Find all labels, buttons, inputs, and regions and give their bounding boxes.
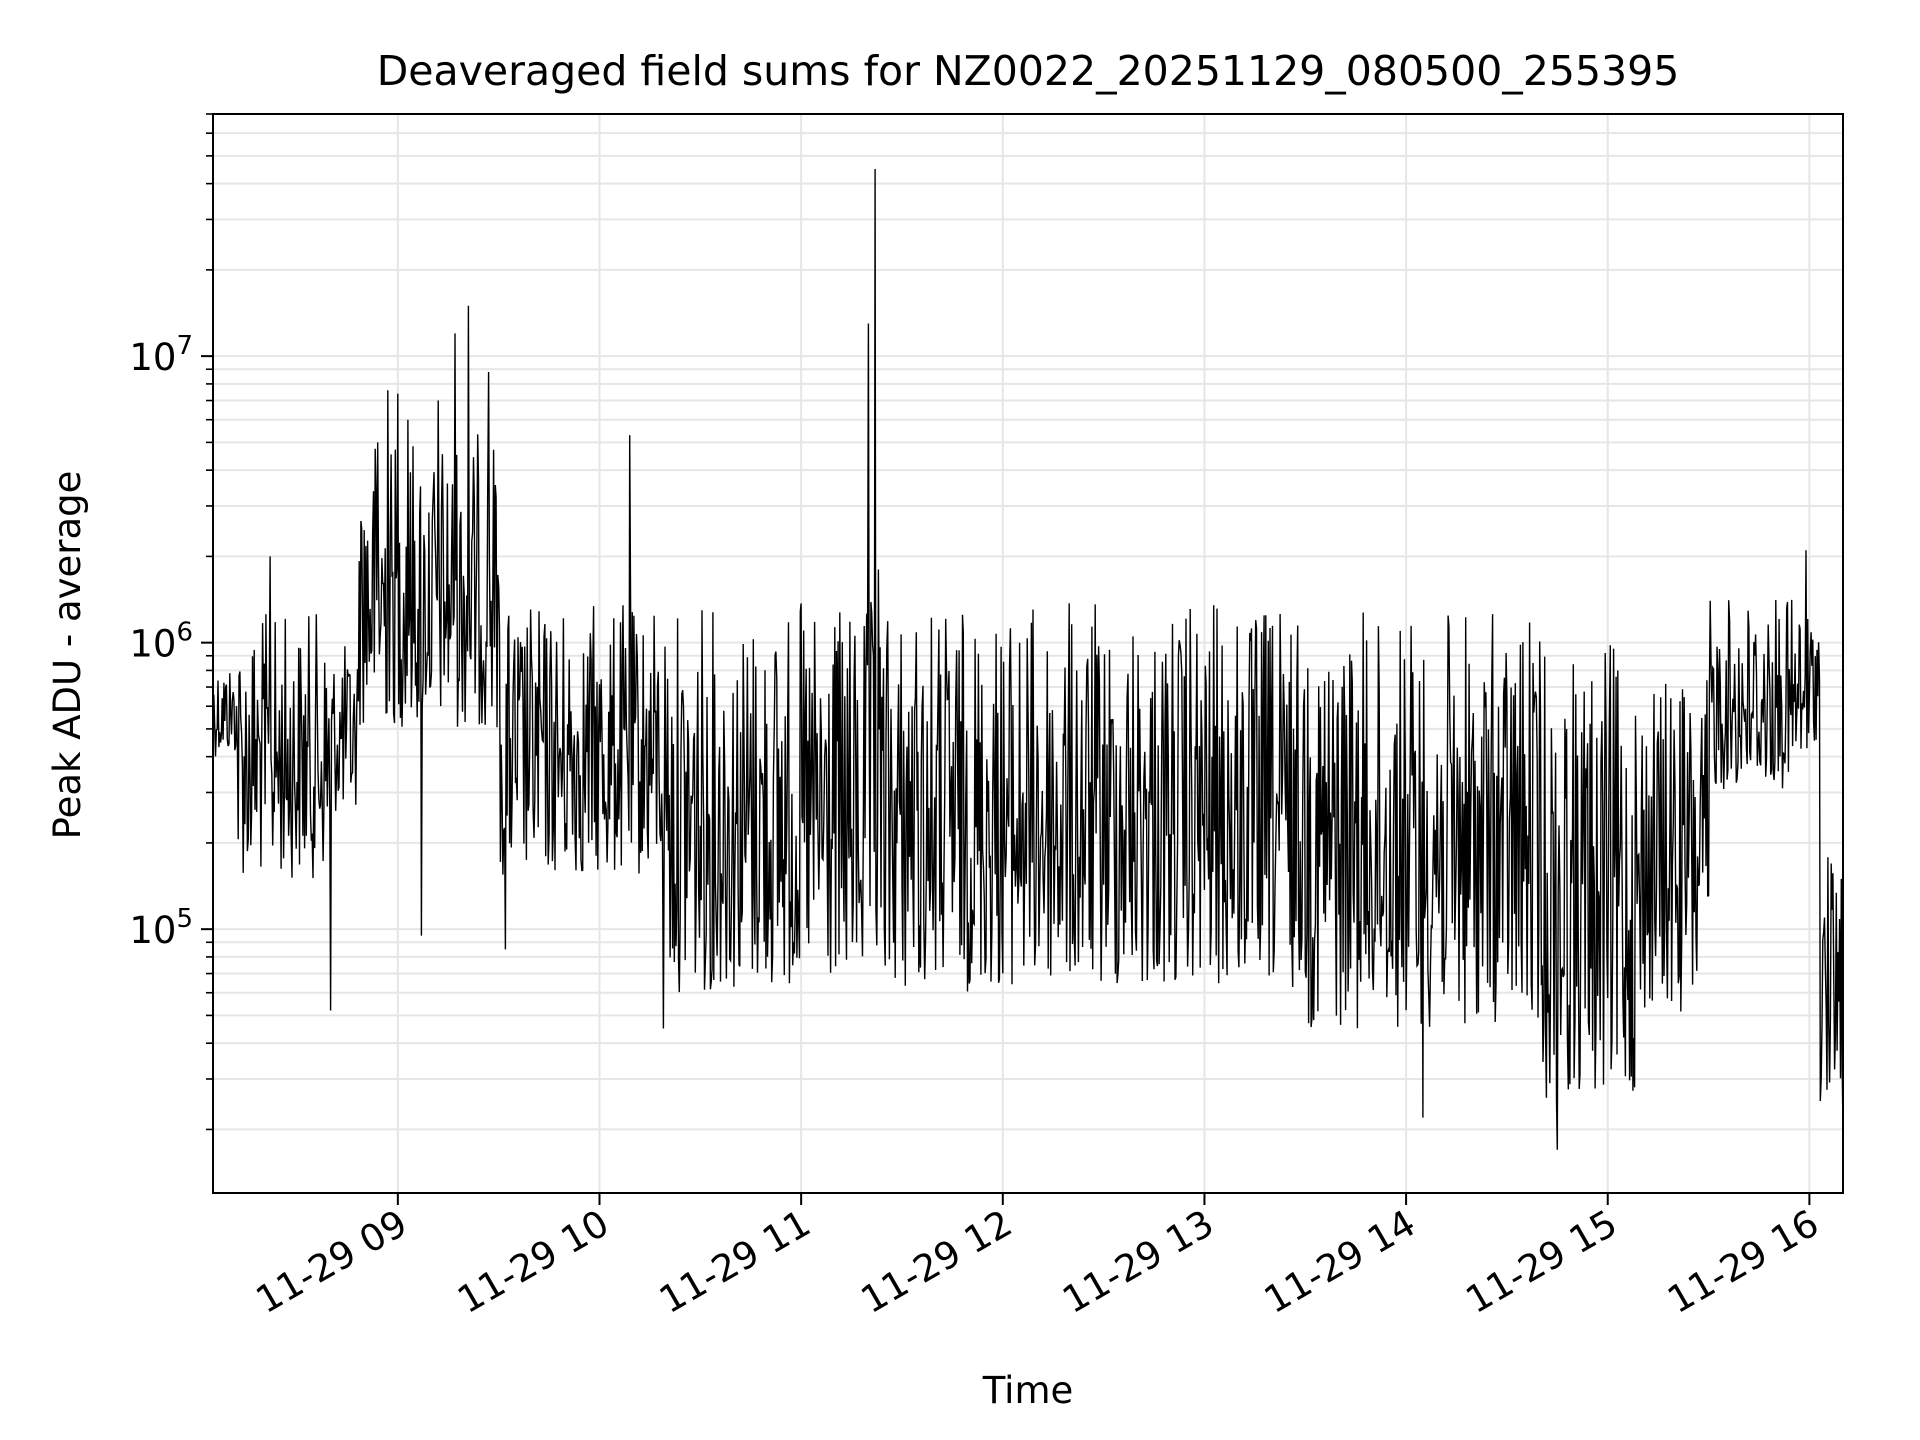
x-tick-label: 11-29 11 [652, 1202, 818, 1322]
y-axis: 105 106 107 [129, 113, 213, 1131]
y-tick-label: 105 [129, 904, 193, 952]
x-tick-label: 11-29 16 [1660, 1202, 1826, 1322]
x-tick-label: 11-29 09 [249, 1202, 415, 1322]
plot-frame [212, 113, 1844, 1194]
chart-title: Deaveraged field sums for NZ0022_2025112… [377, 47, 1680, 95]
x-axis: 11-29 09 11-29 10 11-29 11 11-29 12 11-29 13… [249, 1193, 1826, 1322]
y-tick-label: 107 [129, 331, 193, 379]
series-layer [212, 168, 1844, 1150]
x-tick-label: 11-29 12 [854, 1202, 1020, 1322]
x-tick-label: 11-29 13 [1055, 1202, 1221, 1322]
y-tick-label: 106 [129, 618, 193, 666]
x-tick-label: 11-29 14 [1257, 1202, 1423, 1322]
x-tick-label: 11-29 10 [450, 1202, 616, 1322]
x-tick-label: 11-29 15 [1459, 1202, 1625, 1322]
y-axis-label: Peak ADU - average [46, 471, 89, 840]
x-axis-label: Time [982, 1369, 1074, 1412]
series-line [212, 168, 1844, 1150]
